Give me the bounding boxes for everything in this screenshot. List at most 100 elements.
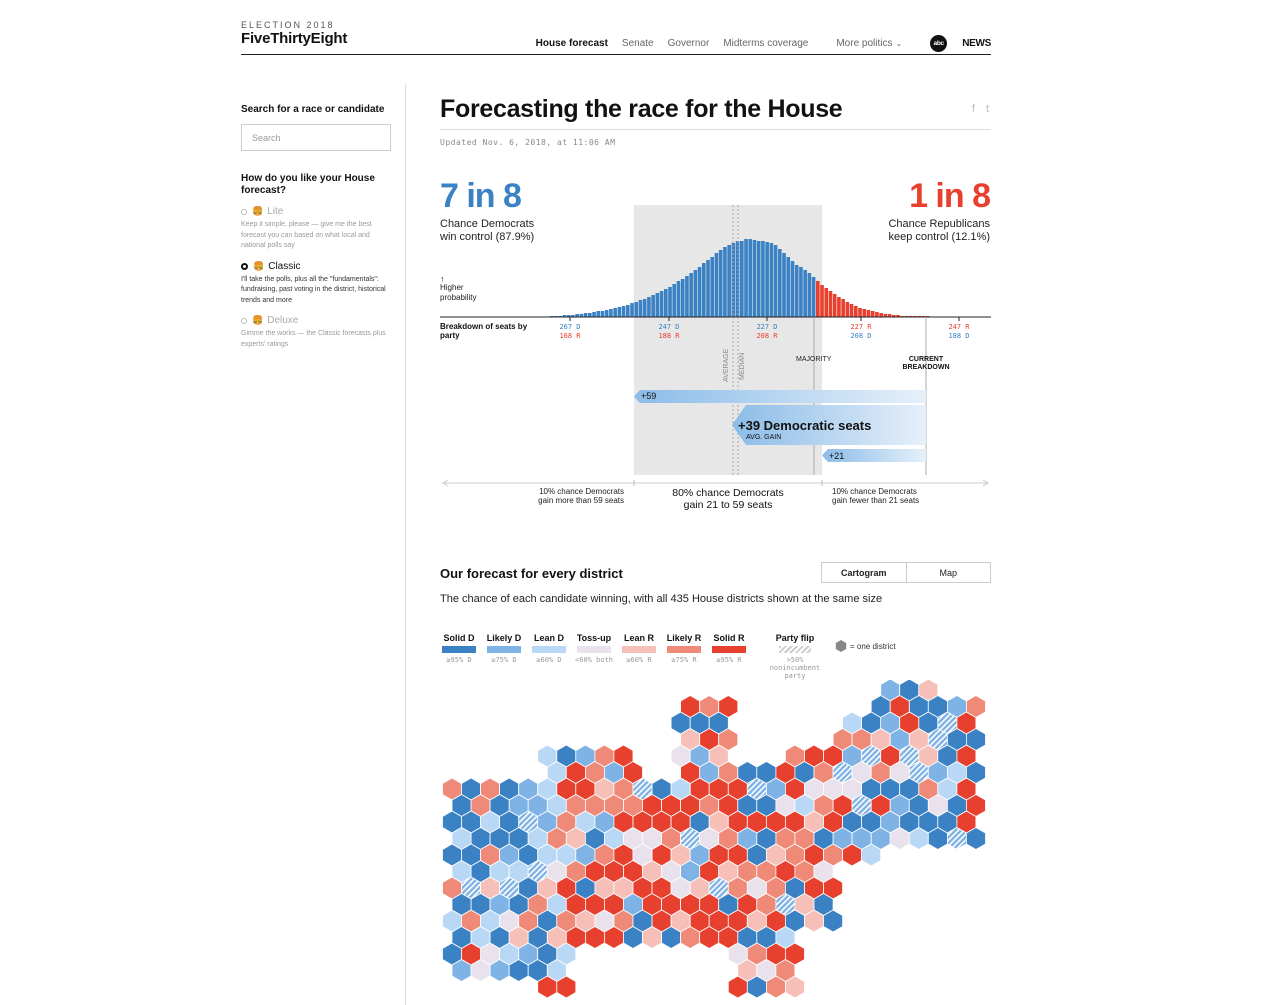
distribution-bar bbox=[866, 310, 871, 317]
distribution-bar bbox=[799, 267, 803, 317]
distribution-bar bbox=[604, 310, 609, 317]
nav-more-politics[interactable]: More politics ⌄ bbox=[836, 38, 903, 49]
distribution-bar bbox=[773, 245, 778, 317]
radio-classic[interactable] bbox=[241, 262, 248, 270]
burger-icon: 🍔 bbox=[253, 260, 265, 271]
burger-icon: 🍔 bbox=[252, 206, 264, 216]
range-mid-2: gain 21 to 59 seats bbox=[684, 499, 773, 511]
distribution-bar bbox=[803, 270, 807, 317]
district-hex[interactable] bbox=[556, 975, 577, 999]
breakdown-label-party: party bbox=[440, 331, 460, 340]
legend-tossup: Toss-up <60% both bbox=[575, 633, 613, 664]
tab-map[interactable]: Map bbox=[939, 567, 957, 578]
page-title: Forecasting the race for the House bbox=[440, 95, 843, 123]
distribution-bar bbox=[892, 315, 896, 317]
distribution-bar bbox=[630, 303, 634, 317]
seat-tick-label: 267 D bbox=[559, 323, 580, 331]
distribution-bar bbox=[778, 249, 782, 317]
distribution-bar bbox=[613, 308, 617, 317]
top-nav: House forecast Senate Governor Midterms … bbox=[522, 35, 991, 52]
model-option-classic[interactable]: 🍔 Classic I'll take the polls, plus all t… bbox=[241, 260, 386, 304]
distribution-bar bbox=[744, 239, 748, 317]
legend-lean-r: Lean R ≥60% R bbox=[622, 633, 656, 664]
sidebar: Search for a race or candidate Search Ho… bbox=[241, 104, 393, 350]
nav-governor[interactable]: Governor bbox=[667, 38, 710, 49]
legend-likely-d: Likely D ≥75% D bbox=[486, 633, 522, 664]
district-cartogram[interactable] bbox=[440, 680, 1000, 1005]
seat-tick-label: 227 D bbox=[756, 323, 777, 331]
distribution-bar bbox=[879, 313, 883, 317]
distribution-bar bbox=[794, 265, 799, 317]
distribution-bar bbox=[816, 281, 820, 317]
model-heading: How do you like your House forecast? bbox=[241, 173, 375, 196]
distribution-bar bbox=[651, 295, 655, 317]
breakdown-label: Breakdown of seats by bbox=[440, 322, 528, 331]
distribution-bar bbox=[592, 312, 596, 317]
distribution-bar bbox=[752, 240, 757, 317]
search-input[interactable]: Search bbox=[241, 124, 391, 151]
distribution-bar bbox=[697, 267, 702, 317]
distribution-bar bbox=[723, 247, 727, 317]
district-hex[interactable] bbox=[823, 909, 844, 933]
distribution-bar bbox=[845, 302, 850, 317]
radio-deluxe[interactable] bbox=[241, 317, 247, 324]
twitter-icon[interactable]: t bbox=[985, 103, 989, 115]
tab-cartogram[interactable]: Cartogram bbox=[822, 563, 907, 582]
average-marker: AVERAGE bbox=[723, 348, 730, 382]
nav-house-forecast[interactable]: House forecast bbox=[535, 38, 608, 49]
facebook-icon[interactable]: f bbox=[971, 103, 975, 115]
seat-tick-label: 208 D bbox=[850, 332, 871, 340]
distribution-bar bbox=[714, 253, 719, 317]
distribution-bar bbox=[875, 312, 879, 317]
distribution-bar bbox=[790, 261, 795, 317]
share-buttons: f t bbox=[964, 103, 989, 115]
district-hex[interactable] bbox=[784, 975, 805, 999]
current-marker: CURRENT bbox=[909, 356, 944, 363]
distribution-bar bbox=[841, 299, 845, 317]
distribution-bar bbox=[896, 315, 900, 317]
nav-midterms-coverage[interactable]: Midterms coverage bbox=[723, 38, 809, 49]
range-arrow-right bbox=[982, 479, 989, 487]
rating-legend: Solid D ≥95% D Likely D ≥75% D Lean D ≥60% … bbox=[440, 633, 832, 680]
distribution-bar bbox=[600, 311, 605, 317]
distribution-bar bbox=[727, 245, 731, 317]
distribution-bar bbox=[596, 311, 601, 317]
seat-tick-label: 227 R bbox=[850, 323, 872, 331]
view-toggle: Cartogram Map bbox=[821, 562, 991, 583]
distribution-bar bbox=[765, 242, 769, 317]
model-option-deluxe[interactable]: 🍔 Deluxe Gimme the works — the Classic fo… bbox=[241, 315, 386, 348]
low-gain-arrow bbox=[822, 449, 926, 462]
avg-gain-sub: AVG. GAIN bbox=[746, 434, 781, 441]
distribution-bar bbox=[571, 315, 575, 317]
range-left-1: 10% chance Democrats bbox=[539, 487, 624, 496]
current-marker-2: BREAKDOWN bbox=[902, 364, 949, 371]
range-mid-1: 80% chance Democrats bbox=[672, 487, 783, 499]
distribution-bar bbox=[786, 257, 791, 317]
model-option-lite[interactable]: 🍔 Lite Keep it simple, please — give me t… bbox=[241, 206, 372, 249]
distribution-bar bbox=[849, 304, 854, 317]
distribution-bar bbox=[832, 294, 837, 317]
district-hex[interactable] bbox=[861, 843, 882, 867]
distribution-bar bbox=[870, 311, 875, 317]
radio-lite[interactable] bbox=[241, 208, 247, 215]
district-hex[interactable] bbox=[966, 827, 986, 850]
distribution-bar bbox=[647, 297, 651, 317]
distribution-bar bbox=[693, 270, 698, 317]
abc-news-logo[interactable]: abc NEWS bbox=[916, 35, 991, 52]
site-logo[interactable]: FiveThirtyEight bbox=[241, 30, 348, 47]
high-gain-label: +59 bbox=[641, 391, 656, 401]
distribution-bar bbox=[579, 314, 584, 317]
distribution-bar bbox=[731, 243, 736, 317]
distribution-bar bbox=[887, 314, 892, 317]
nav-senate[interactable]: Senate bbox=[621, 38, 654, 49]
dem-odds: 7 in 8 bbox=[440, 177, 522, 215]
distribution-bar bbox=[566, 315, 571, 317]
range-right-2: gain fewer than 21 seats bbox=[832, 496, 919, 505]
distribution-bar bbox=[858, 308, 862, 317]
seat-tick-label: 208 R bbox=[756, 332, 778, 340]
distribution-bar bbox=[617, 307, 622, 317]
distribution-bar bbox=[740, 241, 744, 317]
distribution-bar bbox=[588, 313, 592, 317]
distribution-bar bbox=[583, 313, 588, 317]
distribution-bar bbox=[837, 297, 841, 317]
